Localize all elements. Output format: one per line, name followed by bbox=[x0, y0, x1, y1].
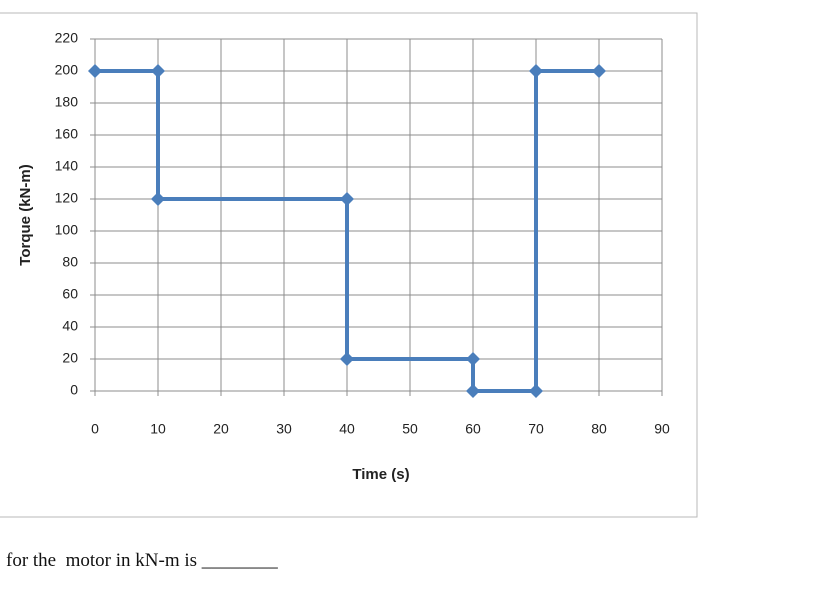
y-tick-label: 140 bbox=[55, 158, 79, 174]
y-tick-label: 40 bbox=[62, 318, 78, 334]
data-marker bbox=[340, 192, 354, 206]
x-tick-label: 50 bbox=[402, 421, 418, 437]
y-tick-label: 160 bbox=[55, 126, 79, 142]
y-tick-label: 220 bbox=[55, 30, 79, 46]
data-marker bbox=[592, 64, 606, 78]
x-tick-label: 30 bbox=[276, 421, 292, 437]
x-tick-label: 90 bbox=[654, 421, 670, 437]
x-tick-label: 70 bbox=[528, 421, 544, 437]
x-axis-title: Time (s) bbox=[352, 466, 409, 483]
y-tick-label: 80 bbox=[62, 254, 78, 270]
data-marker bbox=[340, 352, 354, 366]
data-line bbox=[95, 69, 599, 393]
y-axis-title: Torque (kN-m) bbox=[17, 164, 34, 265]
data-marker bbox=[529, 64, 543, 78]
x-tick-label: 0 bbox=[91, 421, 99, 437]
data-marker bbox=[151, 192, 165, 206]
data-marker bbox=[466, 384, 480, 398]
x-tick-label: 10 bbox=[150, 421, 166, 437]
y-tick-label: 60 bbox=[62, 286, 78, 302]
x-tick-label: 20 bbox=[213, 421, 229, 437]
y-tick-label: 20 bbox=[62, 350, 78, 366]
chart: Torque (kN-m) Time (s) 02040608010012014… bbox=[0, 12, 698, 518]
x-tick-label: 60 bbox=[465, 421, 481, 437]
data-marker bbox=[529, 384, 543, 398]
y-tick-label: 0 bbox=[70, 382, 78, 398]
x-tick-label: 40 bbox=[339, 421, 355, 437]
question-text: for the motor in kN-m is ________ bbox=[6, 550, 278, 571]
y-tick-label: 100 bbox=[55, 222, 79, 238]
data-marker bbox=[88, 64, 102, 78]
y-tick-label: 120 bbox=[55, 190, 79, 206]
data-marker bbox=[151, 64, 165, 78]
y-tick-label: 200 bbox=[55, 62, 79, 78]
y-tick-label: 180 bbox=[55, 94, 79, 110]
x-tick-label: 80 bbox=[591, 421, 607, 437]
data-marker bbox=[466, 352, 480, 366]
